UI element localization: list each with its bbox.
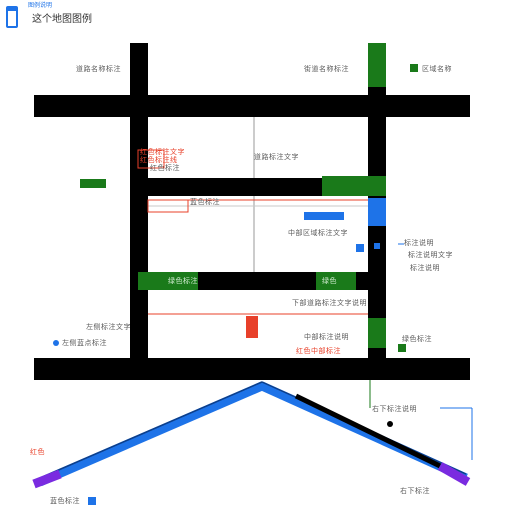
label-mid-center: 中部区域标注文字 — [288, 229, 348, 237]
label-bottom-right-1: 右下标注说明 — [372, 405, 417, 413]
green-segment — [368, 318, 386, 348]
blue-marker — [88, 497, 96, 505]
label-legend-red-3: 红色标注 — [150, 164, 180, 172]
map-logo-icon — [6, 6, 18, 28]
label-bottom-left-blue: 蓝色标注 — [50, 497, 80, 505]
green-segment — [368, 43, 386, 87]
road-horizontal-top — [34, 95, 470, 117]
label-right-blue-3: 标注说明 — [410, 264, 440, 272]
label-bottom-left-red: 红色 — [30, 448, 45, 456]
red-marker — [246, 316, 258, 338]
blue-segment — [368, 198, 386, 226]
label-top-left-street: 道路名称标注 — [76, 65, 121, 73]
green-segment — [138, 272, 198, 290]
green-marker — [80, 179, 106, 188]
green-segment — [322, 176, 386, 196]
blue-dot — [53, 340, 59, 346]
label-lower-left-2: 左侧蓝点标注 — [62, 339, 107, 347]
diagonal-road-outline — [39, 381, 467, 479]
blue-marker — [356, 244, 364, 252]
label-top-mid-street: 街道名称标注 — [304, 65, 349, 73]
label-top-right-street: 区域名称 — [422, 65, 452, 73]
label-legend-red-1: 红色标注文字 — [140, 148, 185, 156]
red-marker — [147, 199, 189, 213]
red-marker — [137, 149, 165, 169]
label-right-blue-2: 标注说明文字 — [408, 251, 453, 259]
label-right-blue-1: 标注说明 — [404, 239, 434, 247]
road-horizontal-mid — [148, 178, 370, 196]
green-marker — [398, 344, 406, 352]
label-right-green: 绿色标注 — [402, 335, 432, 343]
label-green-bar-right: 绿色 — [322, 277, 337, 285]
blue-marker — [304, 212, 344, 220]
road-horizontal-bottom — [34, 358, 470, 380]
black-dot — [387, 421, 393, 427]
label-mid-road: 道路标注文字 — [254, 153, 299, 161]
label-blue-block: 蓝色标注 — [190, 198, 220, 206]
header-subtitle: 图例说明 — [28, 2, 53, 9]
road-vertical-left — [130, 43, 148, 359]
diagonal-road-blue — [38, 381, 468, 487]
green-marker — [410, 64, 418, 72]
diagonal-road-black — [294, 393, 442, 469]
label-legend-red-2: 红色标注线 — [140, 156, 178, 164]
page-title: 这个地图图例 — [32, 14, 92, 25]
label-lower-center-1: 中部标注说明 — [304, 333, 349, 341]
purple-road-end — [437, 462, 471, 486]
label-lower-left-1: 左侧标注文字 — [86, 323, 131, 331]
green-segment — [316, 272, 356, 290]
road-horizontal-lower — [148, 272, 370, 290]
label-lower-mid: 下部道路标注文字说明 — [292, 299, 367, 307]
label-green-bar: 绿色标注 — [168, 277, 198, 285]
label-bottom-right-2: 右下标注 — [400, 487, 430, 495]
blue-marker — [374, 243, 380, 249]
purple-road-end — [32, 469, 62, 489]
label-lower-center-red: 红色中部标注 — [296, 347, 341, 355]
